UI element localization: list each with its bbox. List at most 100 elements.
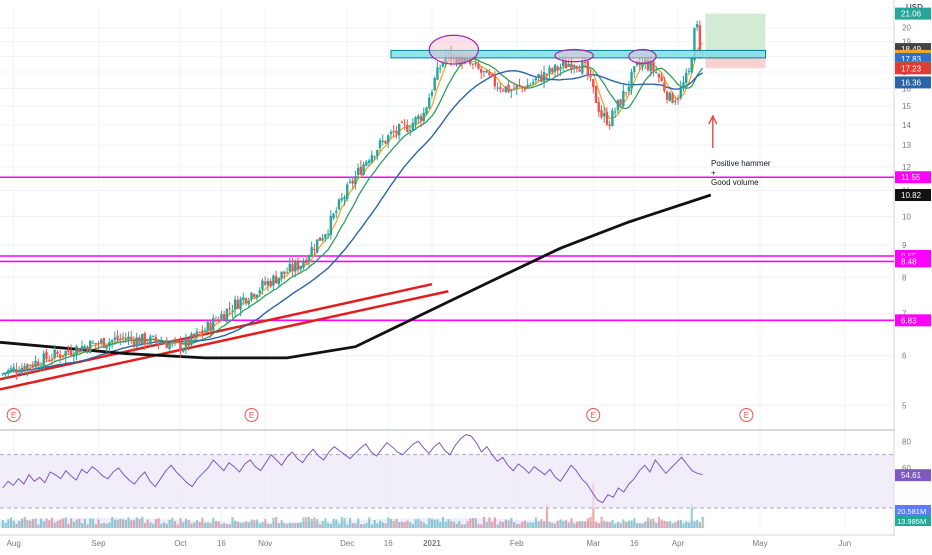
candle-body xyxy=(510,90,513,92)
volume-bar xyxy=(507,520,510,528)
candle-body xyxy=(53,349,56,359)
price-badge-label: 18.49 xyxy=(901,45,922,54)
volume-bar xyxy=(406,520,409,528)
volume-bar xyxy=(266,523,270,528)
candle-body xyxy=(460,54,464,65)
volume-bar xyxy=(614,523,617,528)
candle-body xyxy=(113,337,117,340)
candle-body xyxy=(387,135,390,143)
candle-body xyxy=(359,166,363,175)
volume-bar xyxy=(173,521,177,528)
price-tick-label: 15 xyxy=(902,102,911,111)
volume-bar xyxy=(280,520,283,528)
candle-body xyxy=(425,107,428,115)
trendlines xyxy=(0,282,449,391)
candle-body xyxy=(564,61,568,69)
candle-body xyxy=(198,331,201,333)
candle-body xyxy=(674,100,677,102)
candle-body xyxy=(436,67,439,80)
candle-body xyxy=(665,91,669,100)
candle-body xyxy=(583,62,587,64)
candle-body xyxy=(305,259,308,264)
volume-bar xyxy=(122,519,125,528)
candle-body xyxy=(244,298,248,304)
candle-body xyxy=(365,161,368,166)
candle-body xyxy=(324,234,327,239)
candle-body xyxy=(408,130,412,132)
stop-zone xyxy=(705,55,766,69)
candle-body xyxy=(441,61,445,67)
candle-body xyxy=(37,361,40,367)
volume-bar xyxy=(193,522,196,528)
volume-bar xyxy=(622,519,625,528)
candle-body xyxy=(4,373,7,375)
volume-bar xyxy=(586,518,589,528)
volume-bar xyxy=(288,522,291,528)
volume-bar xyxy=(299,522,302,528)
candle-body xyxy=(135,337,138,347)
pattern-ellipses xyxy=(390,34,767,65)
candle-body xyxy=(116,335,119,340)
volume-bar xyxy=(696,520,699,528)
volume-bar xyxy=(236,521,240,528)
candle-body xyxy=(635,61,639,66)
volume-bar xyxy=(608,521,611,528)
candle-body xyxy=(340,198,343,201)
candle-body xyxy=(83,346,86,349)
candle-body xyxy=(422,112,425,121)
volume-bar xyxy=(29,520,32,528)
time-tick-label: 16 xyxy=(217,539,226,548)
candle-body xyxy=(72,355,76,357)
candle-body xyxy=(693,28,696,61)
candle-body xyxy=(392,130,395,133)
volume-bar xyxy=(152,523,155,528)
volume-bar xyxy=(141,516,144,528)
price-tick-label: 6 xyxy=(902,352,907,361)
candle-body xyxy=(321,238,324,241)
volume-bar xyxy=(105,523,108,528)
candle-body xyxy=(56,351,59,354)
volume-bar xyxy=(220,524,223,528)
candle-body xyxy=(105,345,108,349)
volume-bar xyxy=(45,518,48,528)
price-tick-label: 9 xyxy=(902,241,907,250)
candle-body xyxy=(140,333,144,344)
volume-bar xyxy=(346,524,349,528)
candle-body xyxy=(556,66,559,71)
volume-bar xyxy=(491,521,494,528)
volume-bar xyxy=(261,521,264,528)
candle-body xyxy=(687,70,691,72)
candle-body xyxy=(676,99,680,101)
candle-body xyxy=(644,59,647,64)
candle-body xyxy=(603,112,606,117)
support-badge-label: 6.83 xyxy=(901,316,917,325)
price-badge xyxy=(895,189,931,202)
candle-body xyxy=(236,300,240,309)
candle-body xyxy=(20,367,24,373)
volume-bar xyxy=(581,521,584,528)
volume-bar xyxy=(1,520,4,528)
candle-body xyxy=(310,247,313,257)
candle-body xyxy=(318,237,322,241)
volume-bar xyxy=(564,519,568,528)
candlesticks xyxy=(1,20,704,380)
annotation-arrow-head xyxy=(708,114,718,125)
volume-bar xyxy=(206,522,209,528)
candle-body xyxy=(250,292,253,300)
volume-bar xyxy=(409,522,412,528)
candle-body xyxy=(258,290,261,294)
rsi-band xyxy=(0,454,894,508)
volume-bar xyxy=(102,522,106,528)
price-badge-label: 16.36 xyxy=(901,78,922,87)
volume-bar xyxy=(7,519,10,528)
candle-body xyxy=(162,343,166,345)
candle-body xyxy=(299,266,302,270)
volume-bar xyxy=(644,521,647,528)
volume-bar xyxy=(154,519,158,528)
candle-body xyxy=(138,337,141,344)
volume-bar xyxy=(255,519,259,528)
candle-body xyxy=(346,184,349,200)
volume-bar xyxy=(666,521,669,528)
candle-body xyxy=(1,373,4,375)
